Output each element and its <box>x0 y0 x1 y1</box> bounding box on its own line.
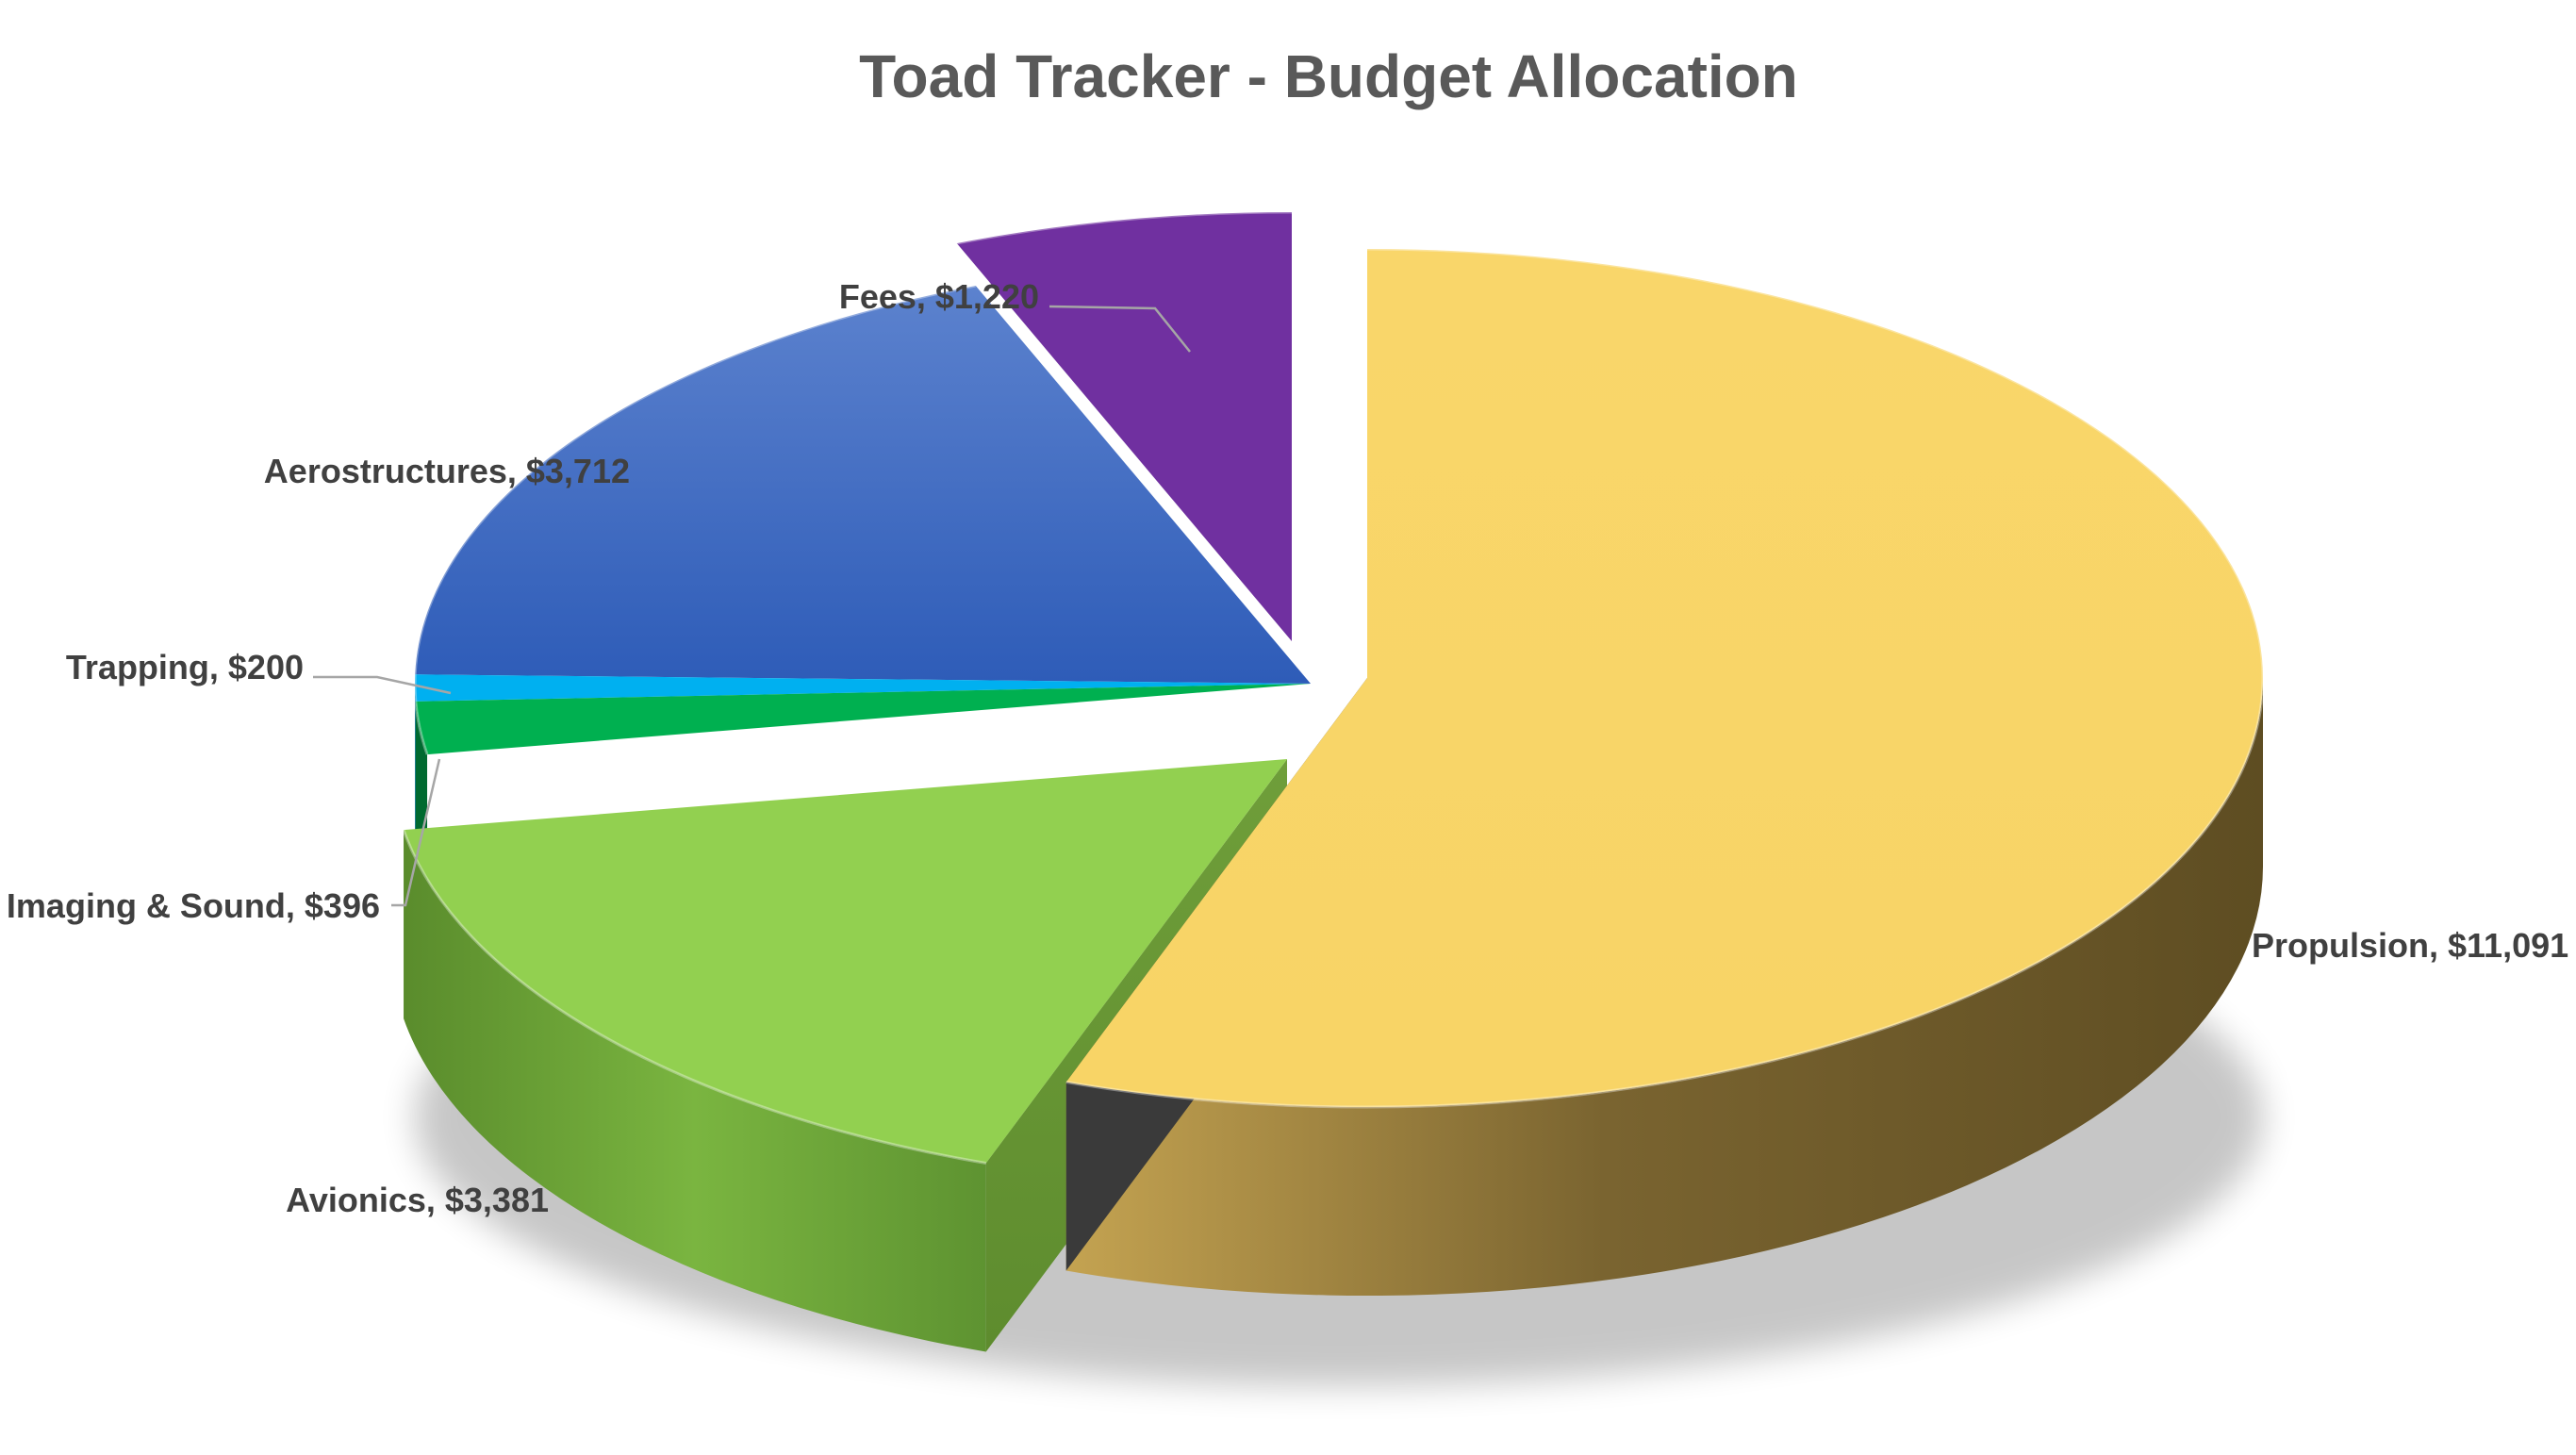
leader-line-imaging <box>391 758 441 907</box>
slice-top-aerostructures <box>415 286 1311 684</box>
slice-rim-trapping <box>413 674 418 702</box>
slice-propulsion <box>1065 247 2265 1296</box>
slice-rim-propulsion <box>1065 247 2265 1109</box>
slice-fees <box>956 210 1293 641</box>
data-label-aerostructures: Aerostructures, $3,712 <box>264 452 630 490</box>
slice-aerostructures <box>413 284 1311 684</box>
pie-slices <box>402 210 2265 1352</box>
leader-line-fees <box>1049 305 1191 353</box>
slice-side-avionics <box>404 830 986 1352</box>
data-label-imaging-sound: Imaging & Sound, $396 <box>7 886 380 925</box>
slice-top-imaging-sound <box>415 684 1311 755</box>
slice-top-trapping <box>415 674 1311 702</box>
data-label-avionics: Avionics, $3,381 <box>286 1181 549 1219</box>
slice-top-fees <box>956 212 1292 641</box>
data-label-trapping: Trapping, $200 <box>66 648 304 686</box>
chart-title: Toad Tracker - Budget Allocation <box>859 42 1798 110</box>
data-label-propulsion: Propulsion, $11,091 <box>2252 926 2568 965</box>
slice-top-avionics <box>404 759 1287 1164</box>
slice-rim-aerostructures <box>413 284 977 675</box>
leader-lines <box>313 305 1191 907</box>
data-label-fees: Fees, $1,220 <box>839 277 1039 316</box>
slice-rim-fees <box>956 210 1293 245</box>
slice-rim-imaging-sound <box>414 701 429 755</box>
slice-rim-avionics <box>402 829 986 1166</box>
slice-top-propulsion <box>1065 249 2263 1107</box>
data-labels: Fees, $1,220 Aerostructures, $3,712 Trap… <box>7 277 2568 1219</box>
slice-side-propulsion <box>1065 678 2263 1296</box>
leader-line-trapping <box>313 675 452 695</box>
